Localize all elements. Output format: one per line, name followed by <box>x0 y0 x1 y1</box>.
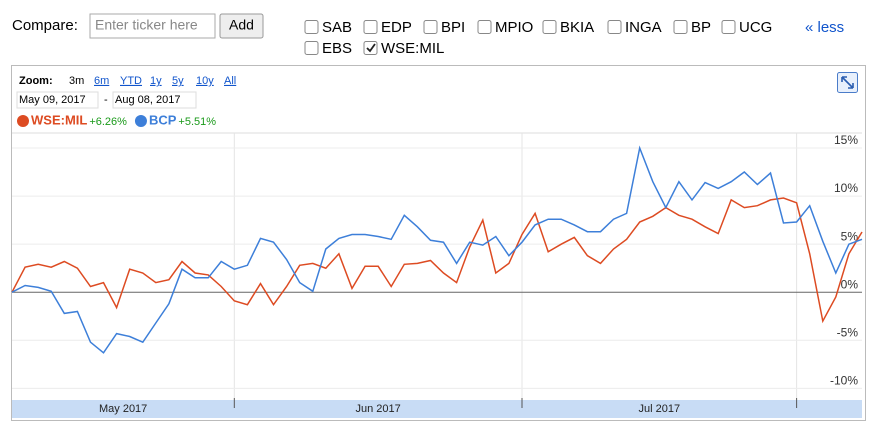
expand-icon <box>841 76 854 89</box>
checkbox[interactable] <box>542 20 557 34</box>
zoom-label: Zoom: <box>19 75 53 87</box>
month-label: May 2017 <box>99 403 147 415</box>
y-tick-label: 0% <box>841 277 859 291</box>
checkbox[interactable] <box>304 41 319 55</box>
ticker-input[interactable] <box>89 13 216 39</box>
zoom-option[interactable]: 10y <box>196 75 214 87</box>
month-label: Jul 2017 <box>639 403 681 415</box>
zoom-option[interactable]: 5y <box>172 75 184 87</box>
y-tick-label: 10% <box>834 181 858 195</box>
y-tick-label: 15% <box>834 133 858 147</box>
ticker-label: BKIA <box>560 19 594 36</box>
checkbox[interactable] <box>304 20 319 34</box>
month-label: Jun 2017 <box>356 403 401 415</box>
checkbox[interactable] <box>607 20 622 34</box>
checkbox[interactable] <box>477 20 492 34</box>
series-line <box>11 145 863 354</box>
ticker-placeholder: Enter ticker here <box>95 17 198 33</box>
date-separator: - <box>104 94 108 106</box>
ticker-label: BPI <box>441 19 465 36</box>
checkmark <box>366 43 376 53</box>
legend-change: +5.51% <box>178 116 216 128</box>
add-button[interactable] <box>219 13 264 39</box>
legend-change: +6.26% <box>89 116 127 128</box>
legend-dot <box>17 115 29 127</box>
checkbox[interactable] <box>423 20 438 34</box>
date-end: Aug 08, 2017 <box>115 94 180 106</box>
ticker-label: MPIO <box>495 19 533 36</box>
legend-name: BCP <box>149 112 177 127</box>
ticker-label: INGA <box>625 19 662 36</box>
chart-panel <box>11 65 866 421</box>
ticker-label: BP <box>691 19 711 36</box>
less-link[interactable]: « less <box>805 19 844 36</box>
series-line <box>11 197 863 324</box>
zoom-option[interactable]: 6m <box>94 75 109 87</box>
checkbox[interactable] <box>363 20 378 34</box>
checkbox[interactable] <box>363 41 378 55</box>
legend-name: WSE:MIL <box>31 112 87 127</box>
y-tick-label: 5% <box>841 229 859 243</box>
ticker-label: UCG <box>739 19 772 36</box>
zoom-option[interactable]: All <box>224 75 236 87</box>
compare-label: Compare: <box>12 17 78 34</box>
date-start-box[interactable] <box>16 91 99 109</box>
date-start: May 09, 2017 <box>19 94 86 106</box>
legend-dot <box>134 115 147 127</box>
add-button-label: Add <box>229 17 254 33</box>
zoom-option[interactable]: YTD <box>120 75 142 87</box>
ticker-label: EDP <box>381 19 412 36</box>
checkbox[interactable] <box>673 20 688 34</box>
timeline-band <box>12 400 862 418</box>
ticker-label: WSE:MIL <box>381 40 444 57</box>
zoom-option: 3m <box>69 75 84 87</box>
y-tick-label: -5% <box>837 325 859 339</box>
checkbox[interactable] <box>721 20 736 34</box>
ticker-label: SAB <box>322 19 352 36</box>
date-end-box[interactable] <box>112 91 197 109</box>
zoom-option[interactable]: 1y <box>150 75 162 87</box>
ticker-label: EBS <box>322 40 352 57</box>
y-tick-label: -10% <box>830 374 858 388</box>
